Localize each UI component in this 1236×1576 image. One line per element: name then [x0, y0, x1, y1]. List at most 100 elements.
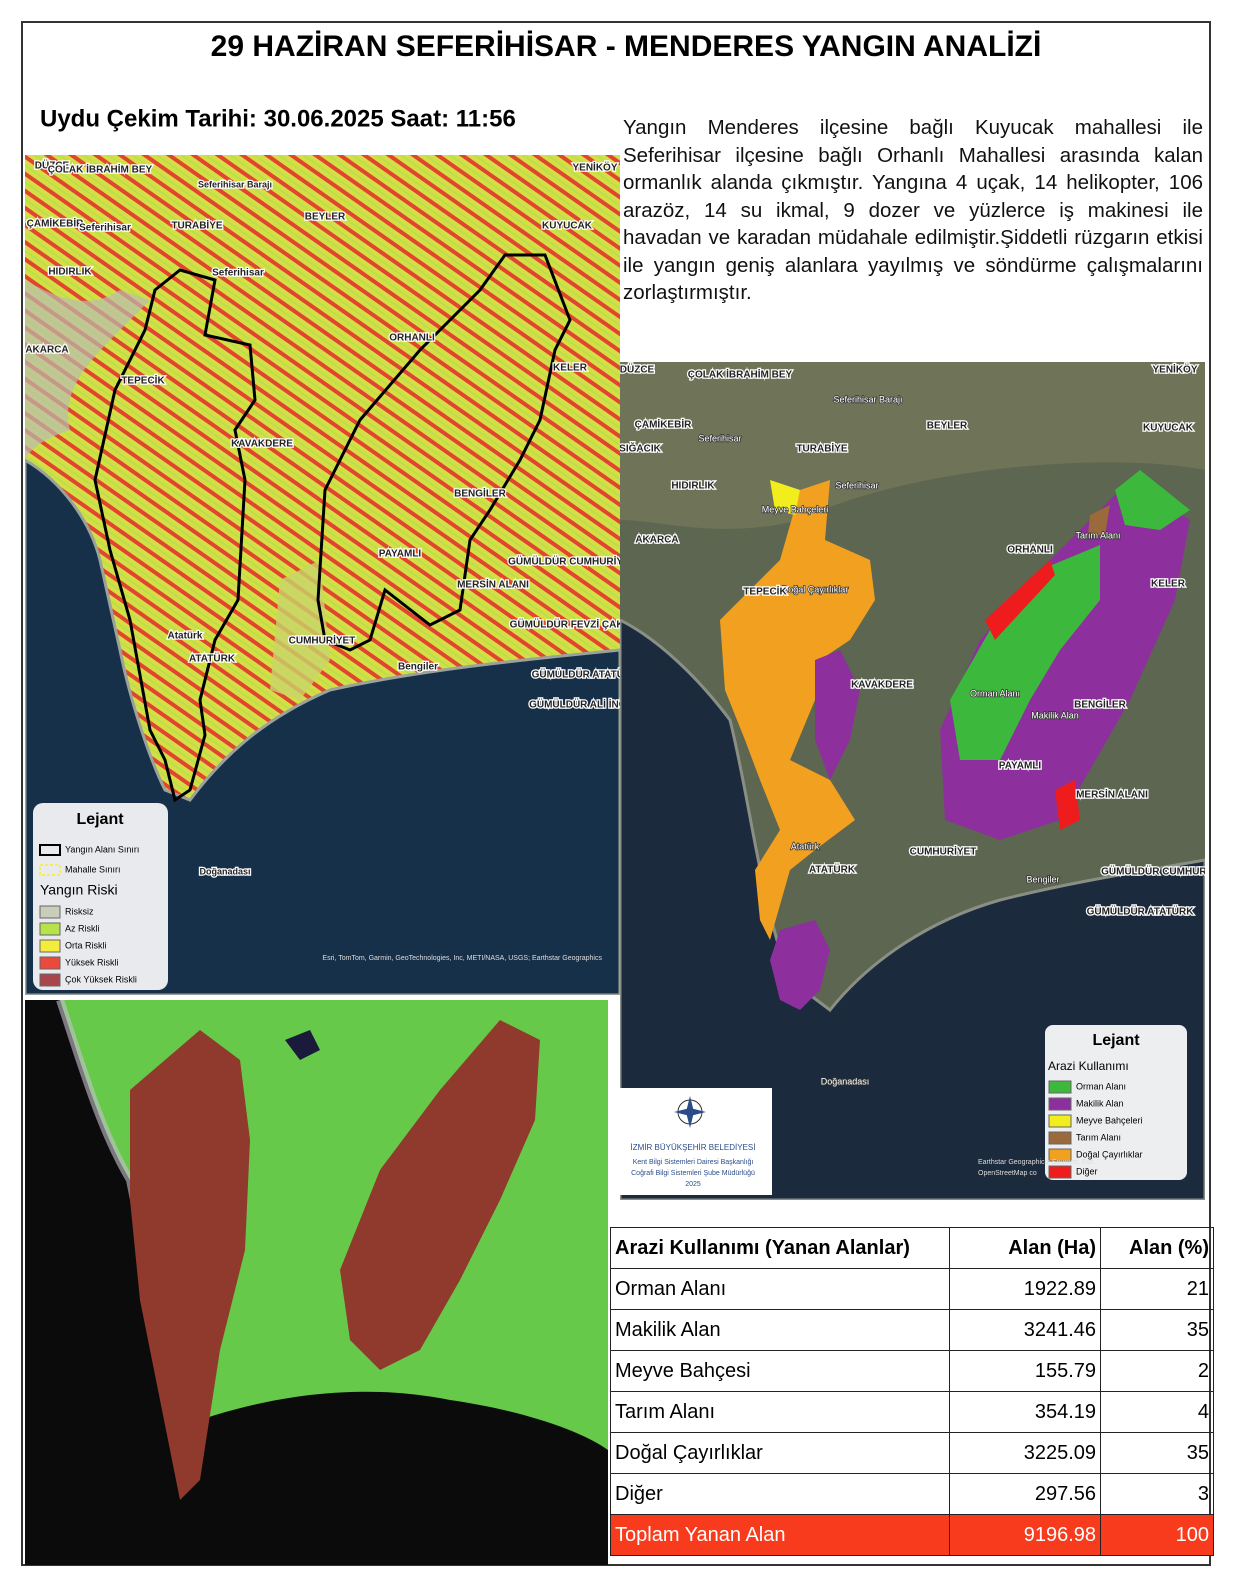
- place-label: CUMHURİYET: [910, 845, 977, 858]
- legend-label: Diğer: [1076, 1166, 1098, 1176]
- table-row: Makilik Alan 3241.46 35: [610, 1309, 1214, 1351]
- place-label: Bengiler: [1026, 874, 1059, 884]
- place-label: ATATÜRK: [189, 652, 236, 665]
- place-label: KUYUCAK: [542, 221, 593, 232]
- other-area: [985, 560, 1055, 640]
- table-cell: Arazi Kullanımı (Yanan Alanlar): [610, 1227, 950, 1269]
- plain: [270, 560, 330, 700]
- forest-area: [1115, 470, 1190, 530]
- table-cell: 155.79: [949, 1350, 1101, 1392]
- legend-swatch: [1048, 1131, 1072, 1145]
- place-label: Meyve Bahçeleri: [762, 504, 829, 514]
- place-label: GÜMÜLDÜR FEVZİ ÇAKMAK: [510, 618, 647, 631]
- legend-subtitle: Arazi Kullanımı: [1048, 1059, 1129, 1073]
- description: Yangın Menderes ilçesine bağlı Kuyucak m…: [623, 116, 1203, 304]
- place-label: Bengiler: [398, 662, 438, 673]
- urban: [25, 280, 150, 460]
- maquis-area: [770, 920, 830, 1010]
- legend-swatch: [1048, 1114, 1072, 1128]
- legend-line-swatch: [39, 844, 61, 856]
- place-label: Atatürk: [167, 631, 202, 642]
- place-label: Doğanadası: [821, 1076, 870, 1086]
- legend-title: Lejant: [76, 811, 124, 828]
- place-label: KAVAKDERE: [231, 439, 293, 450]
- legend-swatch: [1048, 1148, 1072, 1162]
- place-label: YENİKÖY: [1152, 363, 1197, 376]
- legend-line-swatch: [39, 864, 61, 876]
- place-label: HIDIRLIK: [671, 481, 715, 492]
- legend-box: [1045, 1025, 1187, 1180]
- table-row: Toplam Yanan Alan 9196.98 100: [610, 1514, 1214, 1556]
- place-label: ORHANLI: [1007, 545, 1053, 556]
- place-label: Seferihisar: [698, 433, 741, 443]
- table-cell: 100: [1100, 1514, 1214, 1556]
- fire-boundary: [316, 253, 572, 652]
- place-label: YENİKÖY: [572, 161, 617, 174]
- page-border: [21, 21, 1211, 1566]
- table-row: Meyve Bahçesi 155.79 2: [610, 1350, 1214, 1392]
- table-cell: 35: [1100, 1309, 1214, 1351]
- legend-label: Çok Yüksek Riskli: [65, 974, 137, 984]
- table-row: Tarım Alanı 354.19 4: [610, 1391, 1214, 1433]
- satellite-map: [25, 1000, 608, 1565]
- legend-label: Makilik Alan: [1076, 1098, 1124, 1108]
- place-label: GÜMÜLDÜR ATATÜRK: [1087, 905, 1195, 918]
- table-cell: Makilik Alan: [610, 1309, 950, 1351]
- place-label: GÜMÜLDÜR CUMHURİYET: [1101, 865, 1229, 878]
- date-line: Uydu Çekim Tarihi: 30.06.2025 Saat: 11:5…: [40, 105, 516, 132]
- legend-box: [33, 803, 168, 990]
- compass-rose: [674, 1096, 706, 1128]
- legend-swatch: [39, 939, 61, 953]
- place-label: AKARCA: [635, 535, 678, 546]
- place-label: DÜZCE: [35, 159, 70, 172]
- place-label: MERSİN ALANI: [1076, 788, 1148, 801]
- place-label: GÜMÜLDÜR ALİ İNÖNÜ: [529, 698, 641, 711]
- maquis-area: [815, 650, 860, 780]
- place-label: BEYLER: [305, 212, 346, 223]
- table-cell: Orman Alanı: [610, 1268, 950, 1310]
- place-label: ÇAMİKEBİR: [27, 217, 84, 230]
- place-label: KELER: [1151, 579, 1186, 590]
- reservoir: [285, 1030, 320, 1060]
- logo-line: 2025: [685, 1181, 701, 1188]
- terrain: [620, 362, 1205, 529]
- table-cell: 35: [1100, 1432, 1214, 1474]
- legend-label: Tarım Alanı: [1076, 1132, 1121, 1142]
- place-label: ORHANLI: [389, 333, 435, 344]
- table-cell: 4: [1100, 1391, 1214, 1433]
- table-row: Doğal Çayırlıklar 3225.09 35: [610, 1432, 1214, 1474]
- place-label: Atatürk: [791, 841, 820, 851]
- orchard-area: [770, 480, 800, 515]
- place-label: KUYUCAK: [1143, 423, 1194, 434]
- place-label: SIĞACIK: [619, 442, 661, 455]
- place-label: HIDIRLIK: [48, 267, 92, 278]
- legend-label: Yüksek Riskli: [65, 957, 119, 967]
- legend-label: Doğal Çayırlıklar: [1076, 1149, 1143, 1159]
- logo-org: İZMİR BÜYÜKŞEHİR BELEDİYESİ: [631, 1143, 756, 1152]
- table-cell: Doğal Çayırlıklar: [610, 1432, 950, 1474]
- place-label: GÜMÜLDÜR CUMHURİYET: [508, 555, 636, 568]
- table-cell: Alan (%): [1100, 1227, 1214, 1269]
- legend-swatch: [39, 905, 61, 919]
- place-label: Tarım Alanı: [1075, 530, 1120, 540]
- farmland-area: [1088, 505, 1110, 535]
- place-label: TEPECİK: [743, 585, 787, 598]
- map-credit: Esri, TomTom, Garmin, GeoTechnologies, I…: [322, 955, 602, 962]
- legend-label: Yangın Alanı Sınırı: [65, 844, 139, 854]
- legend-label: Az Riskli: [65, 923, 100, 933]
- place-label: BEYLER: [927, 421, 968, 432]
- place-label: MERSİN ALANI: [457, 578, 529, 591]
- logo-line: Coğrafi Bilgi Sistemleri Şube Müdürlüğü: [631, 1170, 755, 1177]
- legend-label: Orman Alanı: [1076, 1081, 1126, 1091]
- table-cell: 1922.89: [949, 1268, 1101, 1310]
- place-label: ATATÜRK: [809, 863, 856, 876]
- place-label: Doğanadası: [199, 866, 250, 876]
- place-label: Seferihisar: [835, 480, 878, 490]
- table-cell: Alan (Ha): [949, 1227, 1101, 1269]
- sea: [25, 458, 620, 995]
- place-label: AKARCA: [25, 345, 68, 356]
- place-label: BENGİLER: [1074, 698, 1126, 711]
- legend-swatch: [1048, 1165, 1072, 1179]
